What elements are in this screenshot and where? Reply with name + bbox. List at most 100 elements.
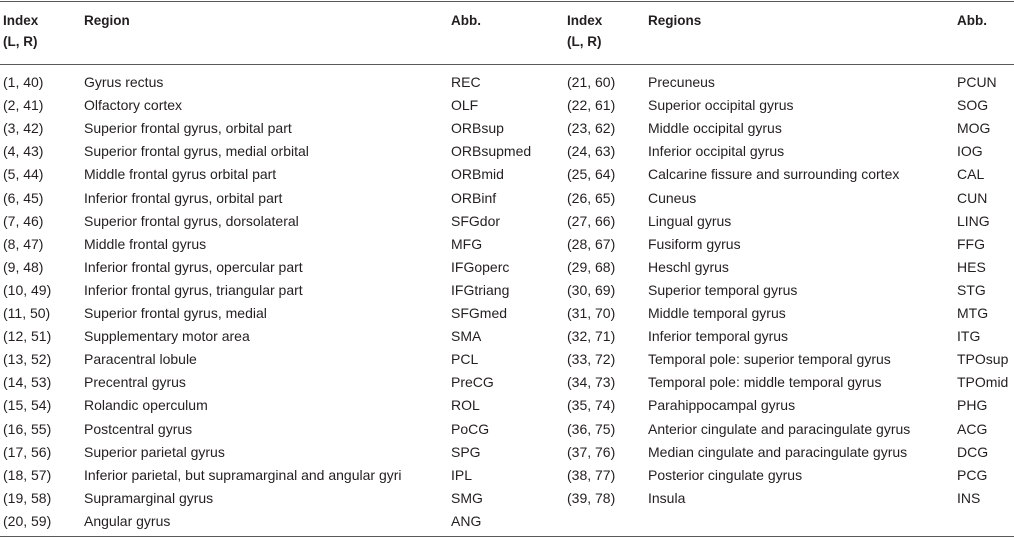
header-index-right-line1: Index [567, 13, 603, 28]
header-region-right: Regions [648, 13, 702, 28]
header-rule [0, 64, 1014, 65]
left-row-abb: MFG [451, 236, 483, 252]
header-index-left-line1: Index [3, 13, 39, 28]
left-row-region: Paracentral lobule [84, 351, 197, 367]
left-row-abb: PreCG [451, 374, 494, 390]
right-row-abb: PCG [957, 467, 988, 483]
right-row-abb: TPOsup [957, 351, 1009, 367]
right-row-index: (39, 78) [567, 490, 616, 506]
left-row-index: (13, 52) [3, 351, 52, 367]
left-row-region: Superior frontal gyrus, medial [84, 305, 267, 321]
right-row-index: (31, 70) [567, 305, 616, 321]
left-row-index: (8, 47) [3, 236, 44, 252]
header-region-left: Region [84, 13, 130, 28]
left-row-region: Superior frontal gyrus, dorsolateral [84, 213, 299, 229]
right-row-index: (27, 66) [567, 213, 616, 229]
left-row-region: Olfactory cortex [84, 97, 183, 113]
right-row-abb: INS [957, 490, 981, 506]
left-row-abb: OLF [451, 97, 479, 113]
left-row-index: (4, 43) [3, 143, 44, 159]
right-row-index: (36, 75) [567, 421, 616, 437]
right-row-abb: LING [957, 213, 990, 229]
left-row-index: (2, 41) [3, 97, 44, 113]
left-row-region: Superior parietal gyrus [84, 444, 225, 460]
left-row-abb: ANG [451, 513, 482, 529]
right-row-region: Heschl gyrus [648, 259, 729, 275]
left-row-abb: ORBsupmed [451, 143, 532, 159]
left-row-abb: IPL [451, 467, 473, 483]
left-row-region: Middle frontal gyrus orbital part [84, 166, 277, 182]
left-row-abb: SMG [451, 490, 483, 506]
table-bottom-rule [0, 536, 1014, 537]
right-row-region: Posterior cingulate gyrus [648, 467, 803, 483]
left-row-index: (10, 49) [3, 282, 52, 298]
left-row-abb: SFGdor [451, 213, 501, 229]
left-row-index: (9, 48) [3, 259, 44, 275]
right-row-abb: CAL [957, 166, 985, 182]
right-row-abb: FFG [957, 236, 985, 252]
header-index-left: Index (L, R) [3, 10, 38, 52]
table-top-rule [0, 1, 1014, 2]
right-row-index: (24, 63) [567, 143, 616, 159]
header-index-left-line2: (L, R) [3, 34, 38, 49]
left-row-region: Inferior frontal gyrus, orbital part [84, 190, 283, 206]
left-row-region: Middle frontal gyrus [84, 236, 207, 252]
header-abb-right: Abb. [957, 13, 987, 28]
left-row-region: Superior frontal gyrus, orbital part [84, 120, 292, 136]
right-row-index: (34, 73) [567, 374, 616, 390]
right-row-abb: PHG [957, 397, 988, 413]
right-row-region: Precuneus [648, 74, 715, 90]
right-row-index: (25, 64) [567, 166, 616, 182]
right-row-region: Middle occipital gyrus [648, 120, 782, 136]
right-row-abb: TPOmid [957, 374, 1009, 390]
right-row-region: Fusiform gyrus [648, 236, 741, 252]
left-row-index: (11, 50) [3, 305, 51, 321]
right-row-index: (33, 72) [567, 351, 616, 367]
right-row-index: (32, 71) [567, 328, 616, 344]
left-row-index: (19, 58) [3, 490, 52, 506]
left-row-abb: PCL [451, 351, 479, 367]
right-row-region: Inferior temporal gyrus [648, 328, 789, 344]
left-row-abb: IFGtriang [451, 282, 510, 298]
left-row-region: Superior frontal gyrus, medial orbital [84, 143, 309, 159]
left-row-index: (12, 51) [3, 328, 52, 344]
right-row-region: Superior occipital gyrus [648, 97, 794, 113]
header-abb-left: Abb. [451, 13, 481, 28]
right-row-abb: MTG [957, 305, 989, 321]
right-row-index: (26, 65) [567, 190, 616, 206]
right-row-region: Temporal pole: superior temporal gyrus [648, 351, 891, 367]
left-row-abb: ROL [451, 397, 480, 413]
left-row-index: (17, 56) [3, 444, 52, 460]
right-row-abb: SOG [957, 97, 989, 113]
left-row-region: Supramarginal gyrus [84, 490, 214, 506]
header-index-right: Index (L, R) [567, 10, 602, 52]
left-row-abb: IFGoperc [451, 259, 510, 275]
right-row-abb: DCG [957, 444, 989, 460]
right-row-abb: ITG [957, 328, 981, 344]
left-row-index: (14, 53) [3, 374, 52, 390]
left-row-region: Inferior frontal gyrus, opercular part [84, 259, 303, 275]
right-row-index: (28, 67) [567, 236, 616, 252]
left-row-region: Angular gyrus [84, 513, 171, 529]
right-row-region: Median cingulate and paracingulate gyrus [648, 444, 908, 460]
left-row-index: (16, 55) [3, 421, 52, 437]
left-row-region: Inferior frontal gyrus, triangular part [84, 282, 303, 298]
right-row-region: Superior temporal gyrus [648, 282, 798, 298]
right-row-region: Middle temporal gyrus [648, 305, 786, 321]
left-row-index: (7, 46) [3, 213, 44, 229]
right-row-index: (22, 61) [567, 97, 616, 113]
right-row-abb: MOG [957, 120, 991, 136]
left-row-index: (6, 45) [3, 190, 44, 206]
left-row-abb: REC [451, 74, 481, 90]
left-row-abb: SMA [451, 328, 482, 344]
right-row-abb: IOG [957, 143, 983, 159]
left-row-region: Postcentral gyrus [84, 421, 193, 437]
right-row-abb: HES [957, 259, 986, 275]
left-row-abb: ORBsup [451, 120, 504, 136]
right-row-region: Cuneus [648, 190, 697, 206]
right-row-region: Inferior occipital gyrus [648, 143, 785, 159]
left-row-index: (15, 54) [3, 397, 52, 413]
right-row-region: Parahippocampal gyrus [648, 397, 796, 413]
right-row-index: (21, 60) [567, 74, 616, 90]
